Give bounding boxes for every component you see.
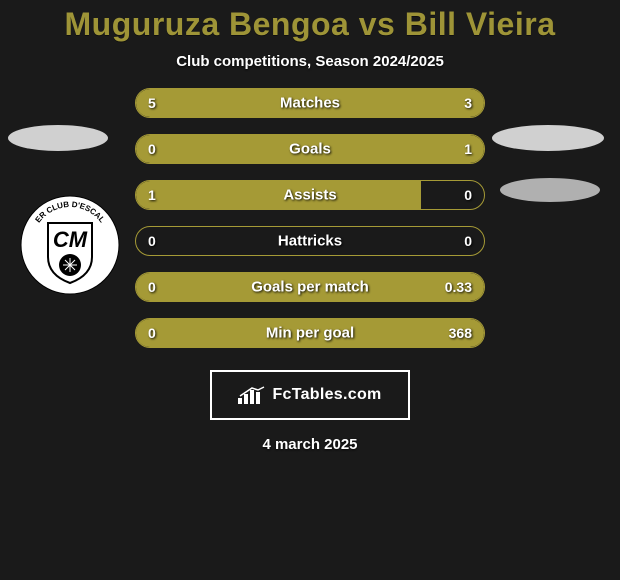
deco-ellipse-top-right: [492, 125, 604, 151]
stat-right-value: 0.33: [445, 279, 472, 295]
deco-ellipse-mid-right: [500, 178, 600, 202]
stat-label: Assists: [283, 187, 336, 204]
stat-row: 0 0 Hattricks: [135, 226, 485, 256]
subtitle: Club competitions, Season 2024/2025: [0, 53, 620, 70]
stat-row: 0 0.33 Goals per match: [135, 272, 485, 302]
stat-fill-right: [199, 135, 484, 163]
stat-label: Matches: [280, 95, 340, 112]
badge-initials: CM: [53, 227, 88, 252]
deco-ellipse-top-left: [8, 125, 108, 151]
stat-row: 0 368 Min per goal: [135, 318, 485, 348]
stat-left-value: 0: [148, 325, 156, 341]
stat-right-value: 0: [464, 233, 472, 249]
brand-box[interactable]: FcTables.com: [210, 370, 410, 420]
stats-container: 5 3 Matches 0 1 Goals 1 0 Assists 0 0 Hattricks 0 0.3…: [135, 88, 485, 348]
brand-text: FcTables.com: [272, 386, 381, 404]
stat-left-value: 5: [148, 95, 156, 111]
page-title: Muguruza Bengoa vs Bill Vieira: [0, 0, 620, 43]
infographic-canvas: Muguruza Bengoa vs Bill Vieira Club comp…: [0, 0, 620, 580]
stat-row: 1 0 Assists: [135, 180, 485, 210]
stat-left-value: 1: [148, 187, 156, 203]
stat-right-value: 3: [464, 95, 472, 111]
stat-left-value: 0: [148, 141, 156, 157]
club-badge-left: ER CLUB D'ESCAL CM: [20, 195, 120, 295]
stat-label: Hattricks: [278, 233, 342, 250]
stat-label: Goals: [289, 141, 331, 158]
stat-label: Min per goal: [266, 325, 354, 342]
footer-date: 4 march 2025: [0, 436, 620, 453]
stat-row: 0 1 Goals: [135, 134, 485, 164]
stat-row: 5 3 Matches: [135, 88, 485, 118]
stat-right-value: 0: [464, 187, 472, 203]
bar-chart-icon: [238, 386, 266, 404]
stat-right-value: 1: [464, 141, 472, 157]
stat-label: Goals per match: [251, 279, 369, 296]
stat-left-value: 0: [148, 233, 156, 249]
stat-fill-left: [136, 181, 421, 209]
stat-fill-left: [136, 135, 199, 163]
stat-left-value: 0: [148, 279, 156, 295]
stat-right-value: 368: [449, 325, 472, 341]
